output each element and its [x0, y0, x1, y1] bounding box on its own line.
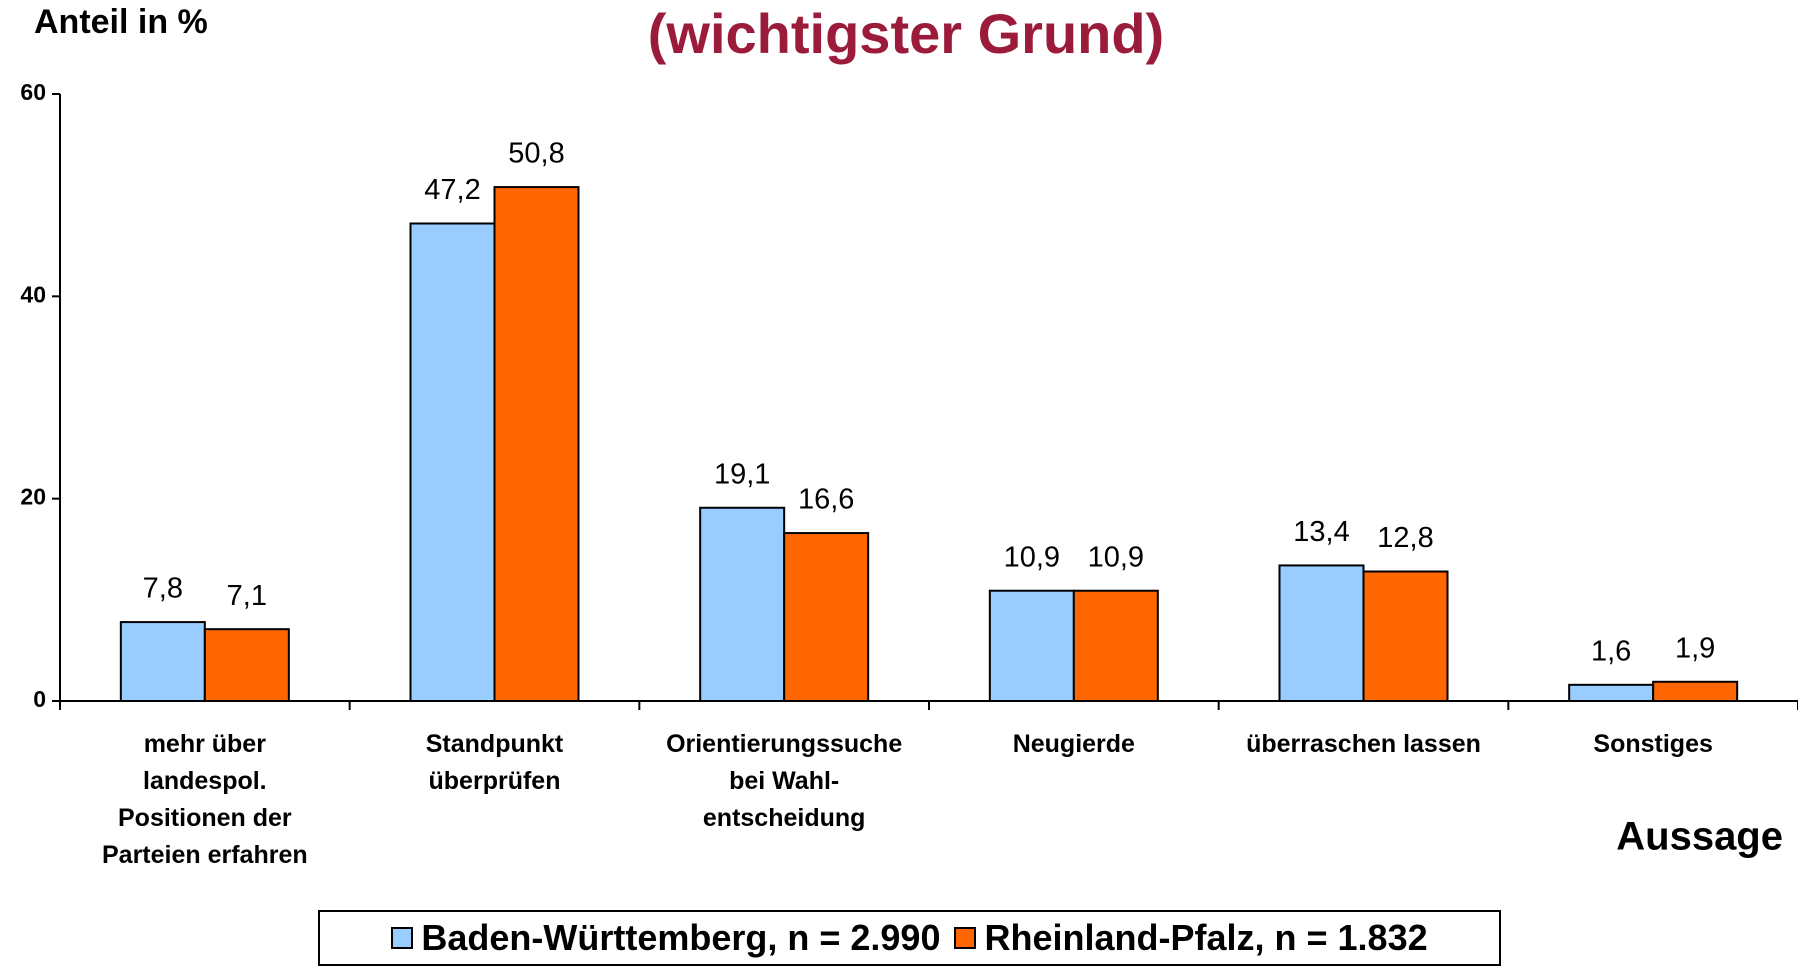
x-tick-label: überraschen lassen: [1246, 730, 1481, 758]
chart-title: (wichtigster Grund): [648, 2, 1164, 65]
bar: [699, 506, 786, 702]
bar: [1072, 589, 1159, 702]
x-tick-label: Standpunkt überprüfen: [425, 730, 564, 795]
x-tick-label: Neugierde: [1012, 730, 1135, 758]
value-label: 47,2: [424, 174, 480, 206]
legend-item: Baden-Württemberg, n = 2.990: [391, 917, 940, 959]
value-label: 7,8: [143, 573, 183, 605]
legend-swatch: [391, 927, 414, 949]
y-tick-label: 40: [20, 281, 46, 307]
value-label: 16,6: [798, 484, 854, 516]
value-label: 10,9: [1088, 541, 1144, 573]
value-label: 1,6: [1591, 635, 1631, 667]
value-label: 1,9: [1675, 632, 1715, 664]
bar: [203, 628, 290, 703]
y-tick-label: 0: [33, 686, 46, 712]
bar: [783, 532, 870, 703]
bar: [1652, 680, 1739, 702]
bar: [1568, 683, 1655, 703]
bar: [409, 222, 496, 702]
legend: Baden-Württemberg, n = 2.990 Rheinland-Pf…: [318, 910, 1501, 966]
y-axis-label: Anteil in %: [34, 3, 208, 41]
legend-label: Rheinland-Pfalz, n = 1.832: [984, 917, 1428, 958]
bar: [493, 186, 580, 703]
value-label: 50,8: [508, 138, 564, 170]
value-label: 7,1: [227, 580, 267, 612]
legend-swatch: [954, 927, 977, 949]
y-tick-label: 60: [20, 79, 46, 105]
y-tick-label: 20: [20, 484, 46, 510]
value-label: 10,9: [1004, 541, 1060, 573]
legend-label: Baden-Württemberg, n = 2.990: [421, 917, 941, 958]
x-tick-label: mehr über landespol. Positionen der Part…: [102, 730, 308, 869]
value-label: 13,4: [1293, 516, 1349, 548]
value-label: 12,8: [1377, 522, 1433, 554]
bar: [988, 589, 1075, 702]
value-label: 19,1: [714, 458, 770, 490]
bar: [1278, 564, 1365, 702]
x-tick-label: Orientierungssuche bei Wahl- entscheidun…: [666, 730, 903, 832]
x-axis-label: Aussage: [1616, 815, 1783, 859]
x-tick-label: Sonstiges: [1593, 730, 1713, 758]
legend-item: Rheinland-Pfalz, n = 1.832: [954, 917, 1428, 959]
bar: [1362, 570, 1449, 702]
bar: [119, 621, 206, 703]
